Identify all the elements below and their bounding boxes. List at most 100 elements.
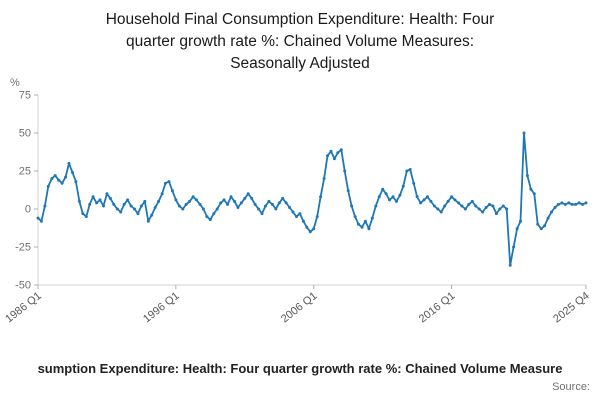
- data-point: [139, 204, 143, 208]
- chart-title-line-1: Household Final Consumption Expenditure:…: [105, 11, 495, 28]
- data-point: [450, 195, 454, 199]
- series-line: [37, 132, 587, 267]
- data-point: [470, 199, 474, 203]
- data-point: [332, 157, 336, 161]
- data-point: [570, 202, 574, 206]
- data-point: [550, 210, 553, 214]
- x-tick-label: 2025 Q4: [551, 290, 592, 325]
- x-tick-label: 1986 Q1: [3, 290, 44, 325]
- chart-title-line-2: quarter growth rate %: Chained Volume Me…: [125, 33, 475, 50]
- data-point: [491, 204, 495, 208]
- data-point: [129, 204, 133, 208]
- data-point: [119, 210, 123, 214]
- data-point: [170, 189, 174, 193]
- data-point: [288, 206, 292, 209]
- data-point: [43, 204, 47, 208]
- data-point: [74, 180, 78, 184]
- data-point: [160, 192, 164, 196]
- data-point: [415, 195, 419, 199]
- data-point: [419, 201, 423, 205]
- data-point: [512, 245, 516, 249]
- data-point: [291, 210, 295, 214]
- data-point: [201, 207, 205, 211]
- data-point: [370, 216, 374, 220]
- data-point: [219, 201, 223, 205]
- data-point: [301, 219, 305, 223]
- data-point: [501, 204, 505, 208]
- data-point: [143, 199, 147, 203]
- data-point: [136, 212, 140, 216]
- data-point: [322, 177, 326, 181]
- data-point: [484, 206, 488, 209]
- data-point: [205, 215, 209, 219]
- data-point: [477, 207, 481, 211]
- data-point: [71, 171, 74, 174]
- y-tick-labels: 75 50 25 0 -25 -50: [15, 90, 38, 292]
- data-point: [133, 207, 136, 211]
- data-point: [539, 227, 543, 231]
- data-point: [246, 192, 250, 196]
- data-point: [112, 202, 116, 206]
- data-point: [229, 195, 233, 199]
- y-axis-unit-label: %: [10, 77, 20, 89]
- data-point: [398, 193, 402, 197]
- y-tick-label: 75: [19, 90, 31, 102]
- data-point: [233, 199, 236, 203]
- data-point: [212, 212, 216, 216]
- data-point: [346, 189, 350, 193]
- data-point: [574, 202, 578, 206]
- data-point: [391, 195, 395, 199]
- x-tick-label: 2006 Q1: [279, 290, 320, 325]
- data-point: [546, 216, 550, 220]
- data-point: [260, 212, 264, 216]
- data-point: [39, 219, 43, 223]
- data-point: [343, 169, 347, 173]
- data-point: [363, 219, 367, 223]
- data-point: [353, 215, 357, 219]
- data-point: [453, 198, 457, 202]
- data-point: [195, 198, 198, 202]
- data-point: [336, 151, 340, 155]
- data-point: [46, 184, 50, 188]
- data-point: [91, 195, 95, 199]
- data-point: [253, 202, 257, 206]
- data-point: [377, 195, 381, 199]
- data-point: [250, 196, 254, 200]
- data-point: [308, 230, 312, 234]
- data-point: [446, 199, 450, 203]
- data-point: [515, 227, 519, 231]
- data-point: [164, 181, 167, 185]
- data-point: [532, 192, 536, 196]
- data-point: [488, 202, 491, 206]
- data-point: [57, 178, 61, 182]
- data-point: [174, 198, 178, 202]
- data-point: [467, 202, 471, 206]
- data-point: [222, 198, 226, 202]
- data-point: [584, 201, 588, 205]
- data-point: [77, 199, 81, 203]
- data-point: [329, 149, 333, 153]
- data-point: [543, 224, 547, 228]
- data-point: [508, 263, 512, 267]
- data-point: [519, 219, 522, 223]
- data-point: [126, 198, 130, 202]
- data-point: [270, 202, 274, 206]
- data-point: [167, 180, 171, 184]
- x-tick-labels: 1986 Q1 1996 Q1 2006 Q1 2016 Q1 2025 Q4: [3, 285, 592, 325]
- data-point: [422, 198, 426, 202]
- data-point: [460, 204, 464, 208]
- data-point: [426, 195, 429, 199]
- data-point: [81, 212, 85, 216]
- data-point: [298, 212, 302, 216]
- data-point: [494, 212, 498, 216]
- y-tick-label: 0: [25, 204, 31, 216]
- data-point: [157, 199, 161, 203]
- footer-series-title: sumption Expenditure: Health: Four quart…: [37, 361, 563, 376]
- data-point: [226, 202, 230, 206]
- data-point: [481, 210, 485, 214]
- y-tick-label: 25: [19, 166, 31, 178]
- data-point: [53, 174, 57, 178]
- y-tick-label: 50: [19, 128, 31, 140]
- data-point: [577, 201, 581, 205]
